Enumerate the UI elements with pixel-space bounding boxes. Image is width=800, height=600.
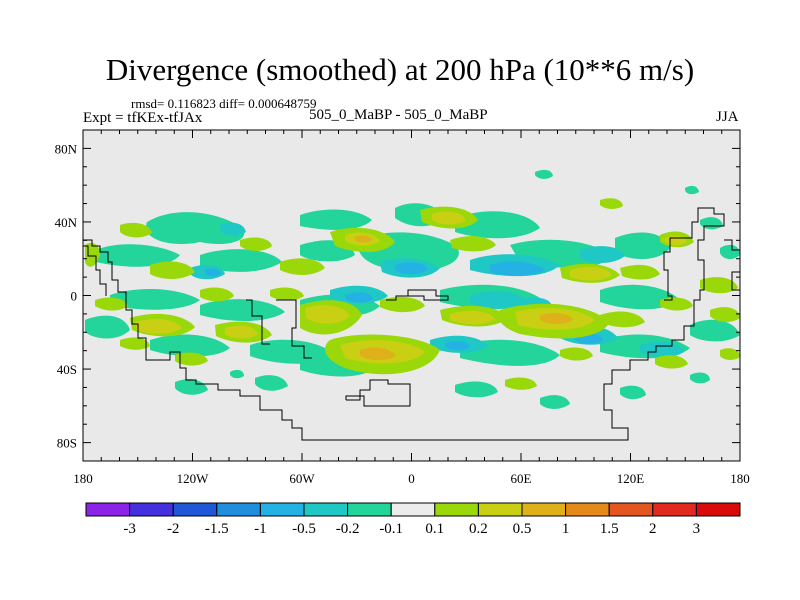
coastline-outline [83, 207, 740, 441]
colorbar-swatch [652, 502, 697, 517]
y-tick-label: 0 [71, 289, 78, 304]
colorbar-swatch [390, 502, 436, 517]
colorbar-swatch [521, 502, 567, 517]
contour-fill-layer [85, 169, 740, 409]
colorbar-label: -1 [254, 521, 267, 537]
colorbar-swatch [85, 502, 131, 517]
y-tick-label: 40N [55, 215, 78, 230]
colorbar-swatch [434, 502, 479, 517]
colorbar-swatch [129, 502, 174, 517]
colorbar-label: -1.5 [205, 521, 229, 537]
colorbar: -3 -2 -1.5 -1 -0.5 -0.2 -0.1 0.1 0.2 0.5 1 1.5 2 3 [85, 502, 741, 537]
y-tick-label: 80N [55, 141, 78, 156]
y-tick-label: 40S [57, 362, 77, 377]
x-tick-label: 60W [289, 471, 315, 486]
colorbar-label: -0.5 [292, 521, 316, 537]
experiment-label: Expt = tfKEx-tfJAx [83, 110, 203, 126]
rmsd-diff-stats: rmsd= 0.116823 diff= 0.000648759 [131, 96, 317, 111]
colorbar-swatch [608, 502, 654, 517]
colorbar-label: 0.5 [513, 521, 532, 537]
colorbar-label: 2 [649, 521, 657, 537]
colorbar-swatch [216, 502, 261, 517]
colorbar-swatch [477, 502, 523, 517]
y-tick-label: 80S [57, 436, 77, 451]
colorbar-label: -0.2 [336, 521, 360, 537]
x-tick-label: 120W [177, 471, 210, 486]
colorbar-swatch [347, 502, 392, 517]
colorbar-swatch [695, 502, 741, 517]
x-tick-label: 180 [73, 471, 93, 486]
x-tick-label: 120E [617, 471, 645, 486]
colorbar-swatch [303, 502, 349, 517]
chart-title: Divergence (smoothed) at 200 hPa (10**6 … [105, 52, 695, 87]
colorbar-label: 0.2 [469, 521, 488, 537]
colorbar-label: 1 [562, 521, 570, 537]
colorbar-label: -0.1 [379, 521, 403, 537]
season-label: JJA [716, 109, 739, 125]
colorbar-swatch [172, 502, 218, 517]
colorbar-label: -3 [123, 521, 136, 537]
case-names: 505_0_MaBP - 505_0_MaBP [309, 107, 488, 123]
x-tick-label: 180 [730, 471, 750, 486]
colorbar-label: 1.5 [600, 521, 619, 537]
colorbar-swatch [565, 502, 610, 517]
x-tick-label: 60E [511, 471, 532, 486]
colorbar-label: 0.1 [425, 521, 444, 537]
colorbar-label: 3 [693, 521, 701, 537]
x-tick-label: 0 [408, 471, 415, 486]
tick-labels: 180 120W 60W 0 60E 120E 180 80N 40N 0 40S 80S [55, 141, 750, 486]
colorbar-swatch [259, 502, 305, 517]
tick-marks [82, 129, 741, 462]
colorbar-label: -2 [167, 521, 180, 537]
